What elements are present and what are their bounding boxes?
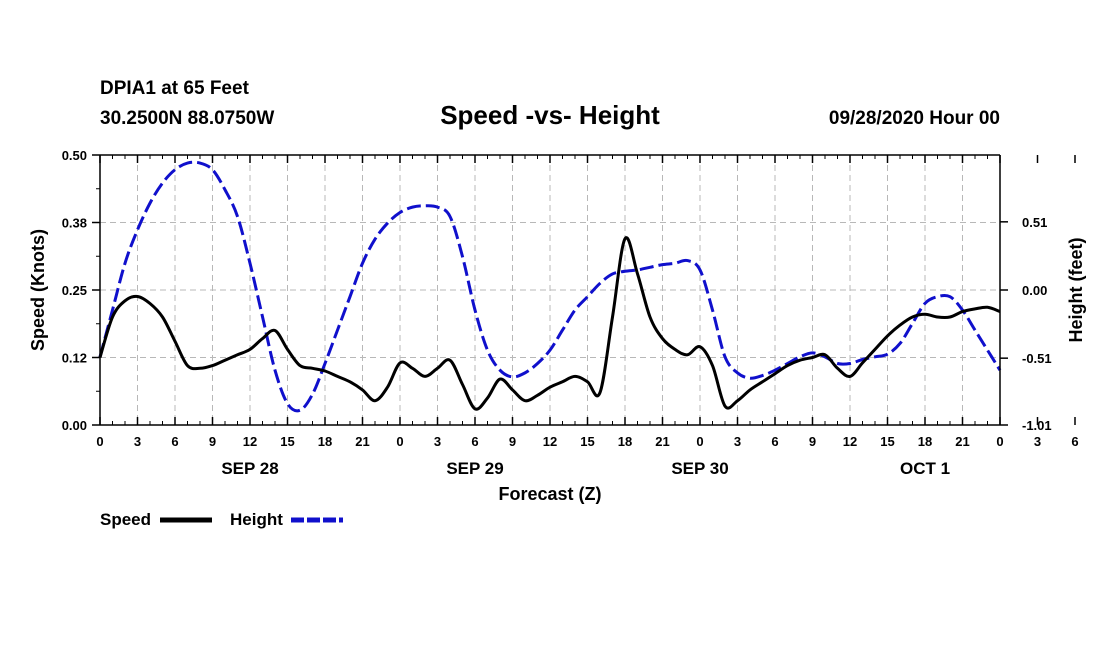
x-tick-label: 6 — [771, 434, 778, 449]
y2-tick-label: 0.00 — [1022, 283, 1047, 298]
y-tick-label: 0.25 — [62, 283, 87, 298]
x-tick-label: 0 — [996, 434, 1003, 449]
date-label: SEP 30 — [671, 459, 728, 478]
legend-speed-label: Speed — [100, 510, 151, 529]
series-lines — [98, 160, 1002, 413]
x-tick-label: 0 — [96, 434, 103, 449]
x-tick-label: 21 — [355, 434, 369, 449]
x-tick-label: 6 — [471, 434, 478, 449]
x-tick-label: 21 — [655, 434, 669, 449]
x-tick-label: 18 — [618, 434, 632, 449]
x-tick-label: 3 — [434, 434, 441, 449]
x-tick-label: 12 — [243, 434, 257, 449]
x-tick-label: 15 — [280, 434, 294, 449]
x-tick-label: 6 — [1071, 434, 1078, 449]
date-label: SEP 28 — [221, 459, 278, 478]
x-tick-label: 3 — [1034, 434, 1041, 449]
x-tick-label: 12 — [843, 434, 857, 449]
legend: Speed Height — [100, 510, 343, 529]
x-tick-label: 15 — [880, 434, 894, 449]
x-tick-label: 18 — [318, 434, 332, 449]
chart-title: Speed -vs- Height — [440, 100, 660, 130]
coordinates-label: 30.2500N 88.0750W — [100, 108, 274, 129]
x-tick-label: 21 — [955, 434, 969, 449]
axis-ticks — [92, 154, 1076, 426]
date-label: SEP 29 — [446, 459, 503, 478]
y2-tick-label: 0.51 — [1022, 215, 1047, 230]
y-tick-label: 0.50 — [62, 148, 87, 163]
x-tick-label: 15 — [580, 434, 594, 449]
y-tick-label: 0.38 — [62, 216, 87, 231]
run-time-label: 09/28/2020 Hour 00 — [829, 108, 1000, 129]
x-tick-label: 0 — [696, 434, 703, 449]
axis-tick-labels: 0369121518210369121518210369121518210369… — [62, 148, 1079, 478]
speed-series-line — [98, 236, 1001, 411]
height-series-line — [98, 160, 1002, 413]
x-tick-label: 3 — [134, 434, 141, 449]
grid-lines — [100, 155, 1000, 425]
y2-axis-label: Height (feet) — [1066, 238, 1086, 343]
legend-height-label: Height — [230, 510, 283, 529]
x-tick-label: 9 — [209, 434, 216, 449]
y2-tick-label: -0.51 — [1022, 351, 1052, 366]
station-label: DPIA1 at 65 Feet — [100, 78, 250, 99]
x-tick-label: 9 — [809, 434, 816, 449]
x-tick-label: 9 — [509, 434, 516, 449]
x-tick-label: 3 — [734, 434, 741, 449]
y2-tick-label: -1.01 — [1022, 418, 1052, 433]
y-tick-label: 0.00 — [62, 418, 87, 433]
x-tick-label: 6 — [171, 434, 178, 449]
y-axis-label: Speed (Knots) — [28, 229, 48, 351]
x-tick-label: 12 — [543, 434, 557, 449]
x-tick-label: 18 — [918, 434, 932, 449]
date-label: OCT 1 — [900, 459, 950, 478]
y-tick-label: 0.12 — [62, 351, 87, 366]
x-axis-label: Forecast (Z) — [498, 484, 601, 504]
x-tick-label: 0 — [396, 434, 403, 449]
